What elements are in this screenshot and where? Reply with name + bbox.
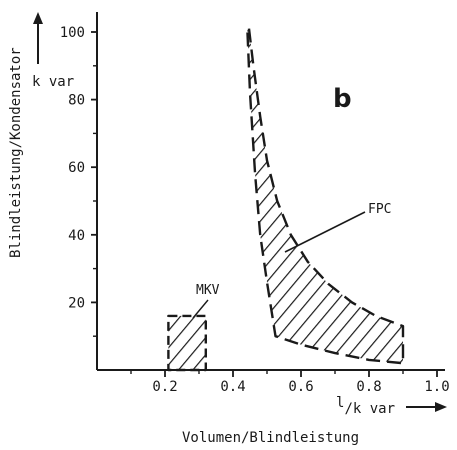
region-mkv [167, 314, 207, 372]
x-axis-unit-suffix: /k var [344, 401, 395, 417]
x-tick-label: 0.2 [152, 379, 177, 395]
fpc-label: FPC [368, 202, 391, 217]
x-tick-label: 0.4 [220, 379, 245, 395]
x-axis-arrow-icon [435, 402, 447, 412]
mkv-pointer-line [192, 299, 209, 319]
x-axis-title: Volumen/Blindleistung [182, 430, 359, 446]
y-axis-unit: k var [32, 74, 74, 90]
y-tick-label: 80 [68, 93, 85, 109]
x-tick-label: 0.6 [288, 379, 313, 395]
y-axis-title: Blindleistung/Kondensator [8, 47, 24, 258]
region-fpc [246, 27, 405, 365]
panel-label: b [333, 84, 352, 114]
fpc-pointer-line [284, 211, 366, 253]
hatched-regions [167, 27, 405, 372]
y-tick-label: 40 [68, 228, 85, 244]
x-tick-label: 1.0 [424, 379, 449, 395]
axis-ticks: 0.2 0.4 0.6 0.8 1.0 20 40 60 80 100 [60, 25, 450, 395]
y-tick-label: 20 [68, 295, 85, 311]
y-axis-arrow-icon [33, 12, 43, 24]
y-tick-label: 60 [68, 160, 85, 176]
y-tick-label: 100 [60, 25, 85, 41]
x-axis-unit-prefix: l [336, 395, 344, 411]
mkv-label: MKV [196, 283, 220, 298]
x-tick-label: 0.8 [356, 379, 381, 395]
x-axis-unit: l/k var [336, 395, 395, 417]
